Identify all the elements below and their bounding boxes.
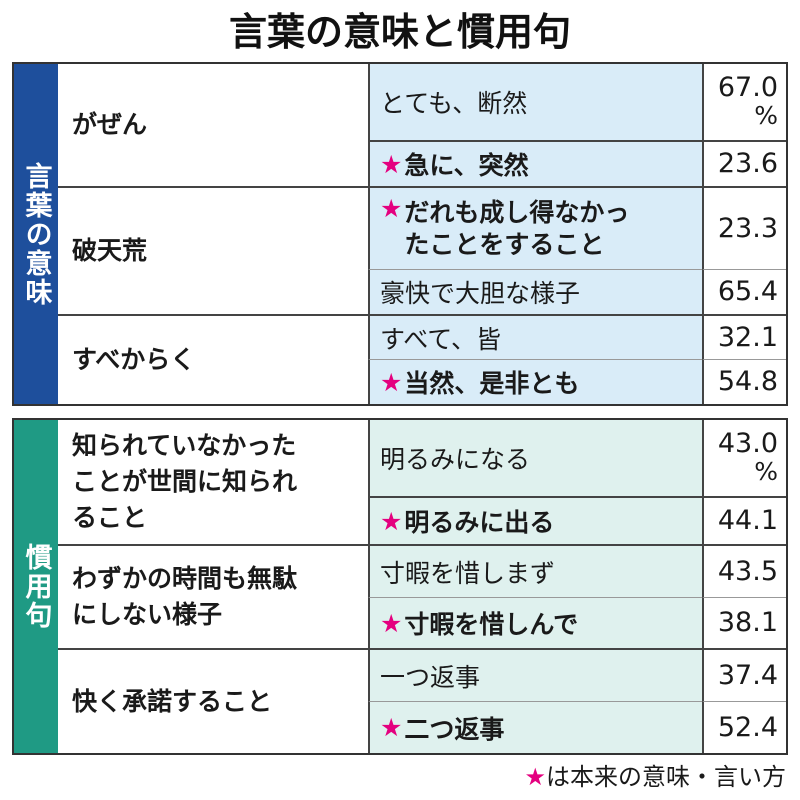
option-text: だれも成し得なかっ たことをすること xyxy=(404,197,629,261)
option-cell: 一つ返事 xyxy=(368,650,702,702)
option-cell-correct: ★ 明るみに出る xyxy=(368,498,702,546)
star-icon: ★ xyxy=(380,608,403,638)
option-text: 明るみになる xyxy=(380,445,531,474)
percent-cell: 32.1 xyxy=(702,316,786,360)
section-label: 言葉の意味 xyxy=(20,161,52,307)
word-text: がぜん xyxy=(72,110,148,139)
percent-cell: 43.0 % xyxy=(702,420,786,498)
option-cell: とても、断然 xyxy=(368,64,702,142)
footnote: ★は本来の意味・言い方 xyxy=(524,760,786,794)
percent-value: 32.1 xyxy=(717,321,778,353)
option-cell: 寸暇を惜しまず xyxy=(368,546,702,598)
option-text: とても、断然 xyxy=(380,89,528,118)
percent-value: 44.1 xyxy=(717,505,778,536)
percent-value: 43.0 xyxy=(717,428,778,459)
section-word-meanings: 言葉の意味 がぜん とても、断然 67.0 % ★ 急に、突然 23.6 破天荒… xyxy=(12,62,788,406)
star-icon: ★ xyxy=(380,713,403,742)
option-cell-correct: ★ だれも成し得なかっ たことをすること xyxy=(368,188,702,270)
star-icon: ★ xyxy=(380,149,403,179)
percent-cell: 67.0 % xyxy=(702,64,786,142)
option-text: 一つ返事 xyxy=(380,662,481,692)
star-icon: ★ xyxy=(380,506,403,536)
option-cell-correct: ★ 寸暇を惜しんで xyxy=(368,598,702,650)
section-label: 慣用句 xyxy=(20,543,52,630)
option-text: すべて、皆 xyxy=(380,324,502,354)
option-cell-correct: ★ 二つ返事 xyxy=(368,702,702,753)
option-text: 寸暇を惜しまず xyxy=(380,558,556,588)
word-text-line: 知られていなかった xyxy=(72,431,297,460)
survey-table: 知られていなかった ことが世間に知られ ること 明るみになる 43.0 % ★ … xyxy=(58,420,786,753)
word-cell: 快く承諾すること xyxy=(58,650,368,753)
section-idioms: 慣用句 知られていなかった ことが世間に知られ ること 明るみになる 43.0 … xyxy=(12,418,788,755)
percent-value: 37.4 xyxy=(717,659,778,691)
word-cell: がぜん xyxy=(58,64,368,188)
section-label-bar: 言葉の意味 xyxy=(14,64,58,404)
word-text: 破天荒 xyxy=(72,236,148,265)
option-text: 寸暇を惜しんで xyxy=(404,610,579,639)
percent-cell: 54.8 xyxy=(702,360,786,404)
section-label-bar: 慣用句 xyxy=(14,420,58,753)
word-text: 快く承諾すること xyxy=(72,686,273,716)
percent-unit: % xyxy=(754,101,778,130)
percent-value: 67.0 xyxy=(717,72,778,103)
option-cell: すべて、皆 xyxy=(368,316,702,360)
option-text: 当然、是非とも xyxy=(404,369,580,398)
word-text-line: ことが世間に知られ xyxy=(72,467,298,496)
word-cell: 破天荒 xyxy=(58,188,368,316)
word-text: わずかの時間も無駄 にしない様子 xyxy=(72,561,297,633)
word-cell: わずかの時間も無駄 にしない様子 xyxy=(58,546,368,650)
option-cell: 明るみになる xyxy=(368,420,702,498)
option-cell: 豪快で大胆な様子 xyxy=(368,270,702,316)
word-text-line: にしない様子 xyxy=(72,600,223,629)
star-icon: ★ xyxy=(380,194,403,223)
survey-table: がぜん とても、断然 67.0 % ★ 急に、突然 23.6 破天荒 ★ だれも… xyxy=(58,64,786,404)
percent-cell: 23.3 xyxy=(702,188,786,270)
percent-cell: 23.6 xyxy=(702,142,786,188)
word-text-line: わずかの時間も無駄 xyxy=(72,564,298,593)
word-cell: 知られていなかった ことが世間に知られ ること xyxy=(58,420,368,546)
percent-value: 43.5 xyxy=(717,555,778,587)
percent-cell: 43.5 xyxy=(702,546,786,598)
star-icon: ★ xyxy=(524,763,546,791)
percent-value: 65.4 xyxy=(717,276,778,307)
percent-value: 54.8 xyxy=(717,366,778,397)
percent-value: 52.4 xyxy=(717,711,778,743)
option-text-line: たことをすること xyxy=(404,229,605,259)
word-text-line: ること xyxy=(72,503,148,532)
option-text: 急に、突然 xyxy=(404,151,529,180)
percent-value: 23.3 xyxy=(717,212,778,244)
percent-value: 38.1 xyxy=(717,607,778,638)
option-text: 二つ返事 xyxy=(404,714,505,744)
option-text: 明るみに出る xyxy=(404,508,555,537)
percent-cell: 65.4 xyxy=(702,270,786,316)
star-icon: ★ xyxy=(380,367,403,397)
percent-cell: 37.4 xyxy=(702,650,786,702)
percent-cell: 52.4 xyxy=(702,702,786,753)
option-text: 豪快で大胆な様子 xyxy=(380,279,581,308)
option-cell-correct: ★ 急に、突然 xyxy=(368,142,702,188)
percent-cell: 38.1 xyxy=(702,598,786,650)
option-cell-correct: ★ 当然、是非とも xyxy=(368,360,702,404)
percent-unit: % xyxy=(754,457,778,486)
footnote-text: は本来の意味・言い方 xyxy=(546,763,786,791)
word-text: すべからく xyxy=(72,345,196,374)
percent-value: 23.6 xyxy=(717,148,778,179)
word-text: 知られていなかった ことが世間に知られ ること xyxy=(72,428,297,536)
option-text-line: だれも成し得なかっ xyxy=(404,197,630,227)
percent-cell: 44.1 xyxy=(702,498,786,546)
word-cell: すべからく xyxy=(58,316,368,404)
page-title: 言葉の意味と慣用句 xyxy=(228,10,571,54)
